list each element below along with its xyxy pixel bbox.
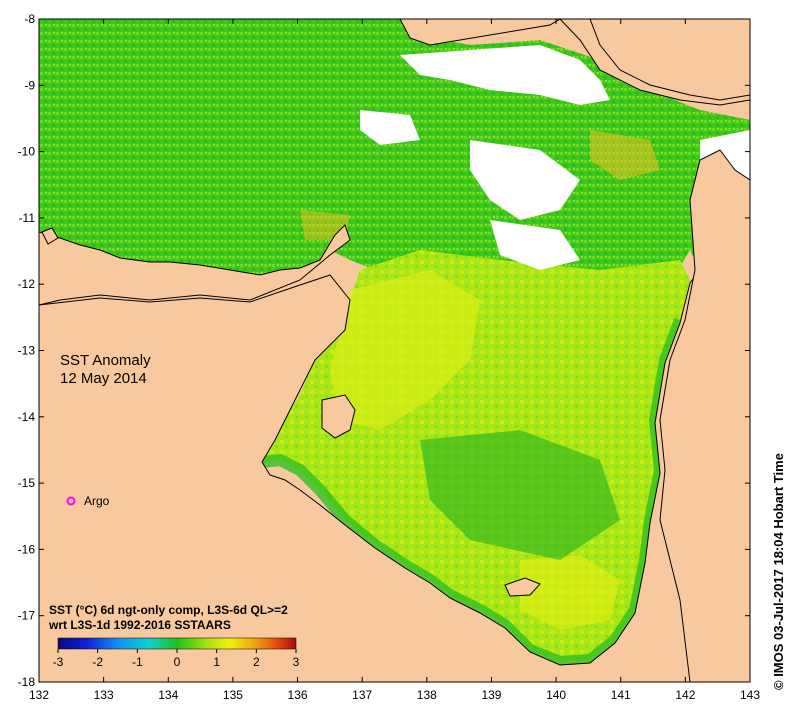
cloud-gap	[400, 45, 610, 105]
warm-anomaly-patch	[590, 130, 660, 180]
legend-line2: wrt L3S-1d 1992-2016 SSTAARS	[49, 618, 231, 632]
cloud-gap	[490, 220, 580, 270]
x-tick-label: 140	[546, 688, 566, 702]
colorbar-tick-label: 2	[253, 655, 260, 669]
y-tick-label: -16	[18, 542, 36, 556]
warm-anomaly-patch	[520, 555, 620, 630]
arnhem-land	[39, 224, 351, 306]
y-tick-label: -13	[18, 344, 36, 358]
new-guinea-land	[589, 19, 750, 101]
argo-float-marker	[66, 496, 76, 506]
map-title: SST Anomaly 12 May 2014	[60, 352, 151, 388]
x-tick-label: 139	[481, 688, 501, 702]
x-tick-label: 132	[29, 688, 49, 702]
x-tick-label: 142	[675, 688, 695, 702]
cool-anomaly-patch	[420, 430, 620, 560]
x-tick-label: 133	[94, 688, 114, 702]
y-tick-label: -15	[18, 476, 36, 490]
map-title-line2: 12 May 2014	[60, 370, 147, 387]
y-tick-label: -10	[18, 145, 36, 159]
cloud-gap	[470, 140, 580, 220]
colorbar-tick-label: 3	[293, 655, 300, 669]
cape-york	[659, 149, 750, 682]
y-tick-label: -11	[19, 211, 36, 225]
y-tick-label: -17	[18, 609, 36, 623]
coastal-band	[261, 317, 686, 669]
colorbar-tick-label: -1	[132, 655, 143, 669]
wellesley-islands	[504, 577, 541, 597]
colorbar-tick-label: 0	[174, 655, 181, 669]
x-tick-label: 141	[611, 688, 631, 702]
colorbar-tick-label: 1	[213, 655, 220, 669]
y-tick-label: -8	[24, 12, 35, 26]
map-title-line1: SST Anomaly	[60, 352, 151, 369]
x-tick-label: 135	[223, 688, 243, 702]
legend-line1: SST (°C) 6d ngt-only comp, L3S-6d QL>=2	[49, 603, 288, 617]
y-tick-label: -18	[18, 675, 36, 689]
small-island	[41, 227, 59, 245]
groote-eylandt	[321, 394, 356, 439]
x-axis: 132 133 134 135 136 137 138 139 140 141 142 143	[29, 19, 760, 702]
y-axis: -8-9-10-11-12-13-14-15-16-17-18	[18, 12, 750, 689]
colorbar-tick-label: -3	[53, 655, 64, 669]
argo-label: Argo	[84, 494, 110, 508]
cloud-gap	[360, 110, 420, 145]
imos-credit: © IMOS 03-Jul-2017 18:04 Hobart Time	[771, 453, 786, 690]
y-tick-label: -9	[24, 78, 35, 92]
mainland	[39, 269, 750, 682]
y-tick-label: -14	[18, 410, 36, 424]
y-tick-label: -12	[18, 277, 36, 291]
colorbar-tick-label: -2	[92, 655, 103, 669]
warm-anomaly-patch	[330, 270, 480, 430]
colorbar	[57, 637, 297, 650]
colorbar-ticks: -3 -2 -1 0 1 2 3	[53, 649, 300, 669]
x-tick-label: 134	[158, 688, 178, 702]
x-tick-label: 136	[288, 688, 308, 702]
legend-text: SST (°C) 6d ngt-only comp, L3S-6d QL>=2 …	[49, 603, 288, 633]
x-tick-label: 143	[740, 688, 760, 702]
x-tick-label: 137	[352, 688, 372, 702]
x-tick-label: 138	[417, 688, 437, 702]
